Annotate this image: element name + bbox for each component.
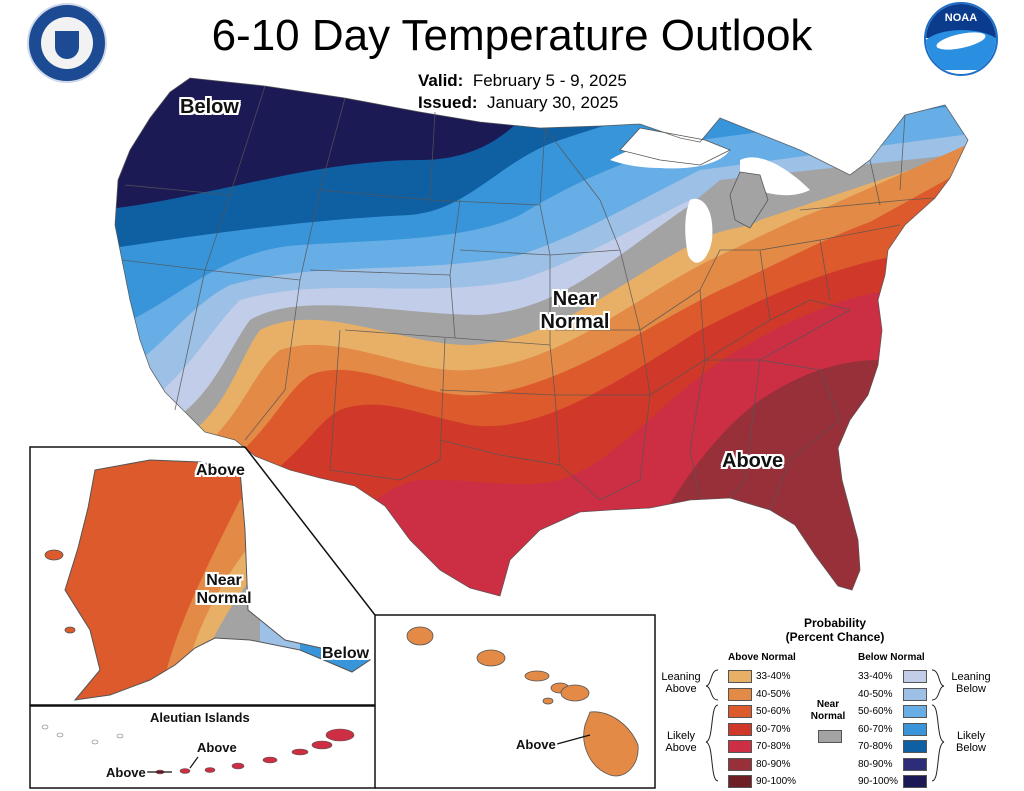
below-swatch-1 <box>903 687 927 701</box>
state-borders <box>114 77 969 597</box>
above-swatch-3 <box>728 722 752 736</box>
above-range-6: 90-100% <box>756 776 797 787</box>
near-normal-line1: Near <box>816 699 840 710</box>
above-swatch-5 <box>728 757 752 771</box>
above-swatch-0 <box>728 670 752 683</box>
valid-value: February 5 - 9, 2025 <box>472 71 627 90</box>
alaska-above-label: Above <box>196 462 245 479</box>
legend-near-normal: Near Normal <box>803 699 853 723</box>
aleutian-islands-shapes <box>155 728 355 775</box>
below-range-1: 40-50% <box>858 688 893 700</box>
likely-above-line1: Likely <box>666 730 696 742</box>
aleutian-above-label-2: Above <box>106 765 146 780</box>
commerce-seal-icon <box>27 3 107 83</box>
noaa-logo-text: NOAA <box>944 12 978 24</box>
below-swatch-2 <box>903 705 927 718</box>
hawaii-above-label: Above <box>516 737 556 752</box>
near-normal-line2: Normal <box>810 711 846 722</box>
below-swatch-6 <box>903 775 927 788</box>
alaska-outline <box>64 459 372 701</box>
leaning-below-line1: Leaning <box>951 671 991 683</box>
likely-below-line1: Likely <box>956 730 986 742</box>
above-range-5: 80-90% <box>756 758 791 770</box>
below-range-5: 80-90% <box>858 758 893 770</box>
legend-leaning-above: Leaning Above <box>655 671 707 695</box>
above-swatch-4 <box>728 740 752 753</box>
issued-label: Issued: <box>418 93 478 112</box>
valid-label: Valid: <box>418 71 464 90</box>
leaning-above-line1: Leaning <box>661 671 701 683</box>
conus-near-line1: Near <box>552 288 598 310</box>
aleutian-inset-frame <box>29 705 376 789</box>
legend-above-header: Above Normal <box>728 652 796 663</box>
below-swatch-5 <box>903 757 927 771</box>
legend-likely-above: Likely Above <box>655 730 707 754</box>
issued-value: January 30, 2025 <box>486 93 619 112</box>
below-range-4: 70-80% <box>858 741 893 752</box>
alaska-near-normal-label: Near Normal <box>195 572 253 608</box>
lake-michigan <box>685 198 713 263</box>
legend-title-line2: (Percent Chance) <box>785 630 885 644</box>
below-swatch-0 <box>903 670 927 683</box>
conus-below-label: Below <box>180 96 239 118</box>
legend-likely-below: Likely Below <box>945 730 997 754</box>
below-range-3: 60-70% <box>858 723 893 735</box>
issued-date: Issued: January 30, 2025 <box>418 93 618 113</box>
aleutian-islands-title: Aleutian Islands <box>150 710 250 725</box>
conus-above-label: Above <box>722 450 784 472</box>
below-range-6: 90-100% <box>858 776 899 787</box>
hawaii-inset-frame <box>375 614 656 789</box>
above-range-1: 40-50% <box>756 688 791 700</box>
probability-legend: Probability (Percent Chance) Above Norma… <box>655 617 1015 789</box>
alaska-below-label: Below <box>322 645 370 662</box>
noaa-seal-icon: NOAA <box>924 2 998 76</box>
leaning-above-line2: Above <box>665 683 697 695</box>
conus-near-line2: Normal <box>540 311 610 333</box>
upper-peninsula <box>619 127 731 166</box>
valid-dates: Valid: February 5 - 9, 2025 <box>418 71 627 91</box>
hawaii-islands-shapes <box>406 626 639 777</box>
leaning-below-line2: Below <box>956 683 986 695</box>
below-swatch-3 <box>903 722 927 736</box>
legend-near-normal-swatch <box>818 730 842 743</box>
below-range-2: 50-60% <box>858 706 893 717</box>
aleutian-above-label-1: Above <box>197 740 237 755</box>
legend-leaning-below: Leaning Below <box>945 671 997 695</box>
legend-below-header: Below Normal <box>858 652 925 663</box>
above-swatch-2 <box>728 705 752 718</box>
legend-title-line1: Probability <box>803 616 866 630</box>
above-range-0: 33-40% <box>756 671 791 682</box>
below-swatch-4 <box>903 740 927 753</box>
likely-below-line2: Below <box>956 742 986 754</box>
alaska-near-line1: Near <box>206 572 242 589</box>
above-range-4: 70-80% <box>756 741 791 752</box>
above-swatch-6 <box>728 775 752 788</box>
lower-michigan <box>729 171 769 229</box>
alaska-inset-frame <box>29 446 376 706</box>
above-swatch-1 <box>728 687 752 701</box>
below-range-0: 33-40% <box>858 671 893 682</box>
above-range-2: 50-60% <box>756 706 791 717</box>
legend-braces <box>705 669 945 782</box>
above-range-3: 60-70% <box>756 723 791 735</box>
likely-above-line2: Above <box>665 742 697 754</box>
map-title: 6-10 Day Temperature Outlook <box>211 11 813 60</box>
conus-near-normal-label: Near Normal <box>538 288 612 334</box>
alaska-near-line2: Normal <box>196 590 252 607</box>
